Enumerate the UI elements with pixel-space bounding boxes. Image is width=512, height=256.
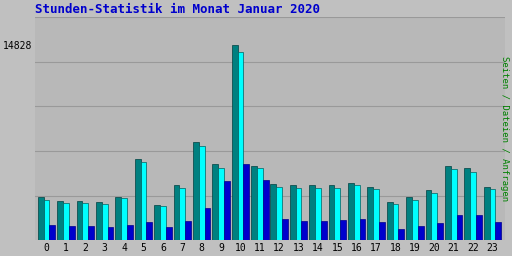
Bar — [263, 180, 268, 240]
Bar — [484, 187, 489, 240]
Bar — [489, 189, 496, 240]
Bar — [224, 181, 230, 240]
Bar — [406, 197, 412, 240]
Bar — [290, 185, 296, 240]
Bar — [329, 185, 334, 240]
Bar — [57, 201, 63, 240]
Bar — [77, 201, 82, 240]
Bar — [218, 168, 224, 240]
Bar — [174, 185, 179, 240]
Bar — [232, 46, 238, 240]
Bar — [340, 220, 346, 240]
Bar — [282, 219, 288, 240]
Bar — [257, 168, 263, 240]
Bar — [121, 198, 127, 240]
Bar — [425, 190, 432, 240]
Bar — [393, 204, 398, 240]
Bar — [437, 223, 443, 240]
Bar — [418, 226, 423, 240]
Bar — [179, 188, 185, 240]
Bar — [243, 164, 249, 240]
Bar — [309, 185, 315, 240]
Bar — [387, 202, 393, 240]
Bar — [38, 197, 44, 240]
Bar — [348, 183, 354, 240]
Bar — [238, 52, 243, 240]
Bar — [141, 162, 146, 240]
Bar — [359, 219, 366, 240]
Bar — [451, 169, 457, 240]
Bar — [160, 206, 166, 240]
Bar — [108, 227, 114, 240]
Bar — [270, 184, 276, 240]
Bar — [354, 185, 359, 240]
Bar — [302, 221, 307, 240]
Bar — [276, 187, 282, 240]
Bar — [496, 222, 501, 240]
Bar — [398, 229, 404, 240]
Bar — [432, 193, 437, 240]
Bar — [379, 222, 385, 240]
Bar — [102, 204, 108, 240]
Bar — [185, 221, 191, 240]
Text: Stunden-Statistik im Monat Januar 2020: Stunden-Statistik im Monat Januar 2020 — [35, 3, 320, 16]
Bar — [193, 142, 199, 240]
Bar — [470, 172, 476, 240]
Bar — [50, 225, 55, 240]
Bar — [44, 200, 50, 240]
Bar — [457, 216, 462, 240]
Bar — [146, 222, 152, 240]
Bar — [69, 226, 75, 240]
Bar — [296, 188, 302, 240]
Bar — [464, 168, 470, 240]
Bar — [63, 203, 69, 240]
Bar — [166, 227, 172, 240]
Bar — [476, 216, 482, 240]
Bar — [82, 203, 88, 240]
Bar — [321, 221, 327, 240]
Bar — [135, 159, 141, 240]
Bar — [154, 205, 160, 240]
Bar — [373, 189, 379, 240]
Bar — [445, 166, 451, 240]
Bar — [251, 166, 257, 240]
Y-axis label: Seiten / Dateien / Anfragen: Seiten / Dateien / Anfragen — [500, 56, 509, 201]
Bar — [88, 226, 94, 240]
Bar — [315, 188, 321, 240]
Bar — [368, 187, 373, 240]
Bar — [199, 146, 205, 240]
Bar — [412, 200, 418, 240]
Bar — [212, 164, 218, 240]
Bar — [115, 197, 121, 240]
Bar — [127, 225, 133, 240]
Bar — [334, 188, 340, 240]
Bar — [96, 202, 102, 240]
Bar — [205, 208, 210, 240]
